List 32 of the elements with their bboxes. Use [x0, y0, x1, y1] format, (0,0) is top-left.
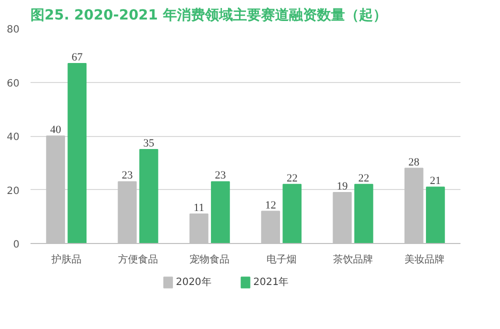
bar — [68, 62, 87, 244]
data-label: 19 — [336, 180, 348, 192]
data-label: 11 — [194, 202, 204, 214]
legend-label: 2020年 — [176, 276, 212, 288]
bar — [282, 184, 302, 244]
y-tick-label: 80 — [6, 24, 20, 36]
chart-title: 图25. 2020-2021 年消费领域主要赛道融资数量（起） — [30, 6, 387, 24]
x-tick-label: 茶饮品牌 — [333, 254, 373, 266]
data-label: 40 — [50, 124, 62, 136]
data-label: 23 — [122, 170, 134, 182]
y-tick-label: 40 — [6, 132, 20, 143]
y-tick-label: 20 — [6, 186, 20, 197]
y-tick-label: 60 — [6, 78, 20, 90]
x-tick-label: 护肤品 — [50, 254, 82, 266]
data-label: 35 — [143, 137, 155, 150]
x-tick-label: 方便食品 — [118, 254, 158, 266]
x-tick-label: 电子烟 — [266, 254, 296, 266]
data-label: 28 — [408, 156, 420, 168]
bar — [139, 148, 158, 244]
bar — [210, 181, 230, 244]
bar — [426, 186, 445, 244]
x-tick-label: 宠物食品 — [190, 254, 230, 266]
bar — [354, 184, 374, 244]
x-tick-label: 美妆品牌 — [404, 254, 445, 266]
data-label: 12 — [265, 199, 276, 212]
data-label: 23 — [214, 170, 226, 182]
data-label: 67 — [72, 51, 84, 64]
data-label: 21 — [430, 175, 441, 188]
legend-label: 2021年 — [253, 276, 289, 288]
data-label: 22 — [358, 172, 370, 184]
y-tick-label: 0 — [13, 240, 20, 250]
data-label: 22 — [286, 172, 298, 184]
